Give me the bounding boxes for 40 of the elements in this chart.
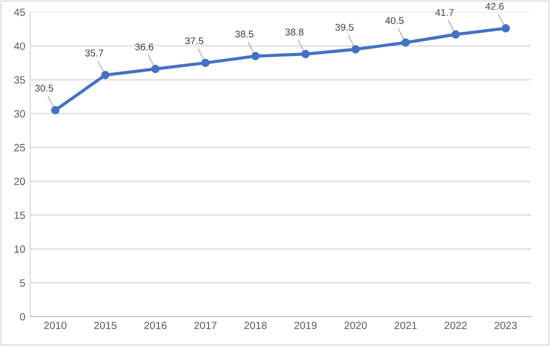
x-tick-label: 2018 xyxy=(244,322,267,330)
x-tick-label: 2022 xyxy=(444,322,467,330)
point xyxy=(101,70,110,80)
x-tick-label: 2023 xyxy=(494,322,517,330)
y-tick-label: 35 xyxy=(14,76,25,84)
y-tick-label: 20 xyxy=(14,178,25,186)
point xyxy=(401,38,410,47)
data-label: 38.5 xyxy=(235,30,254,38)
x-tick-label: 2019 xyxy=(294,322,317,330)
data-label: 36.6 xyxy=(135,43,154,50)
data-label: 41.7 xyxy=(435,9,454,16)
y-tick-label: 15 xyxy=(14,212,25,219)
point xyxy=(151,64,160,74)
data-label: 42.6 xyxy=(485,2,504,10)
x-tick-label: 2010 xyxy=(44,322,66,330)
y-tick-label: 40 xyxy=(14,42,25,50)
point xyxy=(452,30,460,39)
data-label: 38.8 xyxy=(285,28,304,36)
x-tick-label: 2016 xyxy=(144,322,167,330)
point xyxy=(251,52,260,60)
point xyxy=(51,106,60,114)
point xyxy=(502,24,510,33)
data-label: 30.5 xyxy=(35,84,54,92)
y-tick-label: 30 xyxy=(14,110,25,118)
point xyxy=(201,58,210,68)
point xyxy=(351,45,360,54)
y-tick-label: 45 xyxy=(14,8,25,16)
data-label: 39.5 xyxy=(335,24,354,31)
point xyxy=(301,50,310,58)
y-tick-label: 10 xyxy=(14,245,25,253)
x-tick-label: 2015 xyxy=(94,322,116,330)
y-tick-label: 0 xyxy=(20,313,25,320)
data-label: 37.5 xyxy=(185,37,204,44)
x-tick-label: 2020 xyxy=(344,322,367,330)
data-label: 35.7 xyxy=(85,50,104,56)
x-tick-label: 2021 xyxy=(394,322,417,330)
y-tick-label: 25 xyxy=(14,144,25,152)
data-label: 40.5 xyxy=(385,17,404,24)
y-tick-label: 5 xyxy=(20,279,25,287)
x-tick-label: 2017 xyxy=(194,322,216,330)
